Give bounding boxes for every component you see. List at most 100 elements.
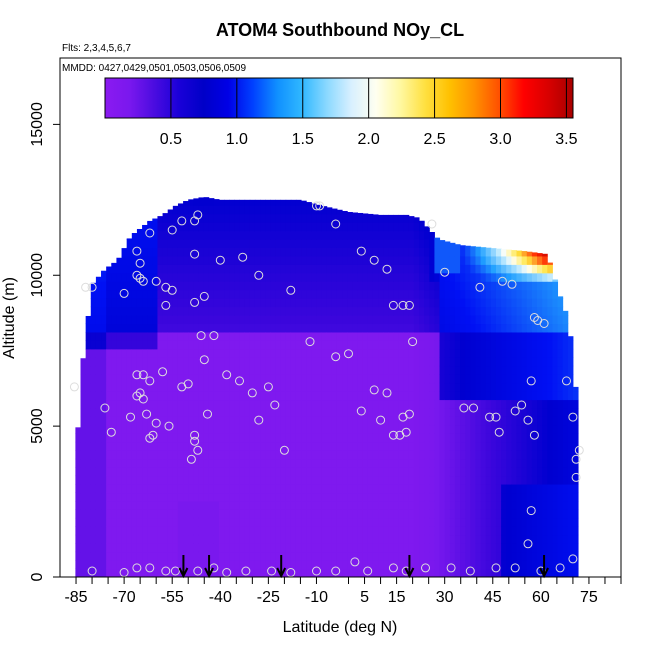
heatmap-cell — [142, 224, 148, 232]
heatmap-cell — [454, 348, 461, 358]
heatmap-cell — [162, 551, 169, 561]
heatmap-cell — [367, 568, 374, 577]
heatmap-cell — [331, 534, 338, 544]
heatmap-cell — [424, 382, 430, 392]
heatmap-cell — [403, 509, 410, 519]
flight-arrow-head — [404, 567, 415, 579]
heatmap-cell — [480, 331, 487, 341]
heatmap-cell — [480, 340, 487, 350]
heatmap-cell — [188, 391, 194, 401]
heatmap-cell — [249, 391, 256, 401]
heatmap-cell — [557, 374, 564, 384]
heatmap-cell — [106, 391, 112, 401]
heatmap-cell — [101, 450, 107, 460]
heatmap-cell — [106, 551, 112, 561]
heatmap-cell — [336, 408, 343, 417]
heatmap-cell — [219, 500, 225, 510]
heatmap-cell — [383, 534, 389, 544]
heatmap-cell — [254, 298, 261, 308]
heatmap-cell — [131, 239, 138, 248]
heatmap-cell — [167, 475, 174, 485]
heatmap-cell — [301, 458, 307, 468]
heatmap-cell — [424, 416, 430, 426]
heatmap-cell — [537, 306, 543, 316]
heatmap-cell — [516, 568, 523, 577]
heatmap-cell — [106, 281, 112, 291]
heatmap-cell — [157, 568, 164, 577]
heatmap-cell — [249, 289, 256, 299]
heatmap-cell — [275, 551, 282, 561]
heatmap-cell — [347, 298, 353, 308]
heatmap-cell — [121, 433, 128, 443]
heatmap-cell — [398, 467, 405, 477]
heatmap-cell — [85, 408, 92, 417]
heatmap-cell — [506, 289, 512, 299]
heatmap-cell — [475, 331, 482, 341]
heatmap-cell — [177, 213, 184, 223]
heatmap-cell — [449, 568, 456, 577]
heatmap-cell — [465, 272, 471, 282]
heatmap-cell — [90, 467, 97, 477]
heatmap-cell — [306, 526, 312, 536]
heatmap-cell — [480, 298, 487, 308]
heatmap-cell — [352, 289, 358, 299]
heatmap-cell — [342, 298, 348, 308]
heatmap-cell — [244, 205, 251, 215]
heatmap-cell — [331, 467, 338, 477]
heatmap-cell — [383, 568, 389, 577]
heatmap-cell — [357, 382, 364, 392]
heatmap-cell — [275, 230, 282, 240]
heatmap-cell — [198, 382, 205, 392]
heatmap-cell — [449, 306, 456, 316]
heatmap-cell — [260, 408, 266, 417]
heatmap-cell — [85, 509, 92, 519]
colorbar-tick-label: 2.5 — [423, 131, 445, 148]
heatmap-cell — [254, 441, 261, 451]
heatmap-cell — [352, 306, 358, 316]
heatmap-cell — [162, 467, 169, 477]
heatmap-cell — [362, 213, 369, 223]
heatmap-cell — [131, 475, 138, 485]
heatmap-cell — [336, 272, 343, 282]
heatmap-cell — [362, 543, 369, 553]
heatmap-cell — [229, 399, 235, 409]
heatmap-cell — [275, 458, 282, 468]
heatmap-cell — [552, 306, 559, 316]
heatmap-cell — [295, 222, 302, 232]
heatmap-cell — [516, 348, 523, 358]
heatmap-cell — [557, 391, 564, 401]
heatmap-cell — [95, 391, 102, 401]
heatmap-cell — [326, 222, 333, 232]
heatmap-cell — [470, 298, 476, 308]
heatmap-cell — [152, 534, 158, 544]
heatmap-cell — [465, 315, 471, 325]
heatmap-cell — [413, 272, 420, 282]
heatmap-cell — [470, 365, 476, 375]
heatmap-cell — [501, 249, 507, 257]
heatmap-cell — [152, 517, 158, 527]
heatmap-cell — [229, 374, 235, 384]
heatmap-cell — [393, 281, 400, 291]
heatmap-cell — [285, 281, 292, 291]
heatmap-cell — [121, 255, 128, 265]
heatmap-cell — [372, 391, 379, 401]
heatmap-cell — [526, 391, 533, 401]
heatmap-cell — [460, 500, 466, 510]
heatmap-cell — [203, 492, 210, 502]
heatmap-cell — [229, 365, 235, 375]
heatmap-cell — [95, 450, 102, 460]
heatmap-cell — [572, 500, 579, 510]
heatmap-cell — [511, 416, 517, 426]
data-point — [523, 415, 533, 425]
heatmap-cell — [172, 568, 179, 577]
heatmap-cell — [454, 247, 461, 257]
heatmap-cell — [213, 424, 220, 434]
heatmap-cell — [285, 534, 292, 544]
heatmap-cell — [331, 543, 338, 553]
heatmap-cell — [378, 458, 384, 468]
heatmap-cell — [177, 534, 184, 544]
heatmap-cell — [537, 272, 543, 282]
heatmap-cell — [85, 441, 92, 451]
heatmap-cell — [193, 467, 199, 477]
heatmap-cell — [398, 399, 405, 409]
